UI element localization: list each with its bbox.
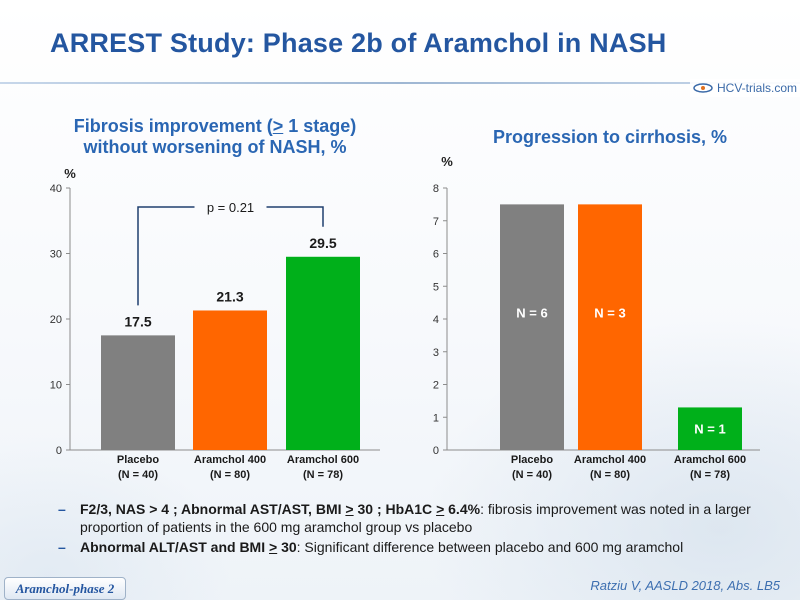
y-axis-label: % [64, 166, 76, 181]
bullet-dash: – [58, 539, 66, 555]
y-tick-label: 4 [433, 314, 439, 326]
logo-mark-icon [693, 83, 713, 93]
slide-title: ARREST Study: Phase 2b of Aramchol in NA… [50, 28, 667, 58]
bar [678, 407, 742, 450]
category-n-label: (N = 78) [303, 469, 343, 481]
bullet-rest: : fibrosis improvement was noted in a la… [80, 501, 751, 535]
left-title-post: 1 stage) [283, 116, 357, 136]
y-tick-label: 2 [433, 380, 439, 392]
bullet-bold: 30 ; HbA1C [353, 501, 437, 517]
bullet-item: – Abnormal ALT/AST and BMI > 30: Signifi… [58, 538, 778, 556]
category-label: Placebo [511, 454, 553, 466]
logo-text: HCV-trials.com [717, 81, 798, 95]
category-n-label: (N = 80) [210, 469, 250, 481]
category-label: Aramchol 600 [287, 454, 359, 466]
logo: HCV-trials.com [690, 79, 800, 97]
p-value-bracket-right [266, 206, 324, 227]
y-tick-label: 10 [50, 380, 62, 392]
category-label: Aramchol 600 [674, 454, 746, 466]
y-tick-label: 5 [433, 281, 439, 293]
bullet-bold: Abnormal ALT/AST and BMI [80, 539, 269, 555]
category-label: Aramchol 400 [194, 454, 266, 466]
y-tick-label: 3 [433, 347, 439, 359]
bar-value-label: 29.5 [309, 235, 336, 251]
left-title-line2: without worsening of NASH, % [83, 137, 347, 157]
y-tick-label: 7 [433, 216, 439, 228]
bar [193, 310, 267, 450]
bar-inner-label: N = 1 [694, 422, 725, 437]
bar [500, 204, 564, 450]
bar-value-label: 21.3 [216, 288, 243, 304]
bullet-rest: : Significant difference between placebo… [296, 539, 684, 555]
left-title-ge: > [272, 116, 284, 136]
bar-inner-label: N = 6 [516, 305, 547, 320]
bullet-item: – F2/3, NAS > 4 ; Abnormal AST/AST, BMI … [58, 500, 778, 536]
bullet-list: – F2/3, NAS > 4 ; Abnormal AST/AST, BMI … [58, 500, 778, 558]
bullet-bold: 6.4% [444, 501, 481, 517]
bullet-bold: F2/3, NAS > 4 ; Abnormal AST/AST, BMI [80, 501, 346, 517]
bar-value-label: 17.5 [124, 313, 151, 329]
category-n-label: (N = 40) [118, 469, 158, 481]
y-tick-label: 0 [433, 445, 439, 457]
p-value-label: p = 0.21 [207, 200, 254, 215]
citation: Ratziu V, AASLD 2018, Abs. LB5 [590, 578, 780, 593]
y-tick-label: 30 [50, 249, 62, 261]
y-tick-label: 6 [433, 249, 439, 261]
bullet-bold: 30 [277, 539, 297, 555]
bar-inner-label: N = 3 [594, 305, 625, 320]
category-n-label: (N = 80) [590, 469, 630, 481]
y-tick-label: 0 [56, 445, 62, 457]
bullet-dash: – [58, 501, 66, 517]
bar [286, 256, 360, 450]
right-chart-title: Progression to cirrhosis, % [492, 127, 728, 147]
y-tick-label: 8 [433, 183, 439, 195]
left-title-pre: Fibrosis improvement ( [73, 116, 273, 136]
category-n-label: (N = 40) [512, 469, 552, 481]
title-divider [0, 82, 800, 84]
category-label: Aramchol 400 [574, 454, 646, 466]
category-label: Placebo [117, 454, 159, 466]
y-tick-label: 20 [50, 314, 62, 326]
y-tick-label: 40 [50, 183, 62, 195]
bullet-text: Abnormal ALT/AST and BMI > 30: Significa… [80, 538, 683, 556]
category-n-label: (N = 78) [690, 469, 730, 481]
bullet-ge: > [436, 501, 445, 517]
p-value-bracket-left [137, 206, 195, 306]
bar [578, 204, 642, 450]
bullet-ge: > [269, 539, 278, 555]
bullet-ge: > [345, 501, 354, 517]
y-axis-label: % [441, 154, 453, 169]
section-tag: Aramchol-phase 2 [4, 577, 126, 600]
bullet-text: F2/3, NAS > 4 ; Abnormal AST/AST, BMI > … [80, 500, 778, 536]
y-tick-label: 1 [433, 412, 439, 424]
left-chart-title: Fibrosis improvement (> 1 stage) without… [40, 116, 390, 158]
bar [101, 335, 175, 450]
